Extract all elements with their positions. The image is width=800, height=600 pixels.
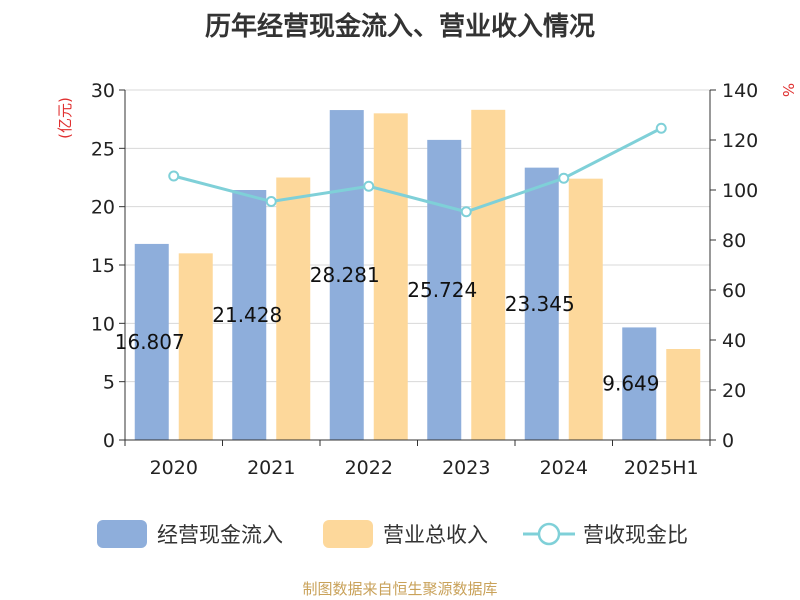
bar-value-label: 21.428	[212, 303, 282, 327]
right-tick-label: 0	[722, 430, 734, 452]
legend-swatch-ratio-marker	[537, 522, 561, 546]
left-tick-label: 25	[91, 138, 115, 160]
ratio-point	[655, 122, 667, 134]
x-tick-label: 2021	[247, 457, 295, 479]
right-tick-label: 140	[722, 80, 758, 102]
bar-cash-inflow	[232, 190, 267, 440]
bar-value-label: 25.724	[407, 278, 477, 302]
ratio-point	[363, 180, 375, 192]
right-axis-unit: %	[779, 83, 797, 97]
ratio-point	[265, 196, 277, 207]
legend-label: 经营现金流入	[157, 523, 283, 547]
left-tick-label: 30	[91, 80, 115, 102]
ratio-line-path	[173, 126, 662, 214]
ratio-point	[460, 206, 472, 218]
bar-revenue	[666, 349, 701, 440]
bar-revenue	[373, 113, 408, 440]
x-tick-label: 2022	[345, 457, 393, 479]
bar-cash-inflow	[329, 110, 364, 441]
source-note: 制图数据来自恒生聚源数据库	[302, 580, 498, 598]
bar-cash-inflow	[524, 167, 559, 440]
ratio-line	[168, 122, 667, 218]
x-tick-label: 2025H1	[624, 457, 699, 479]
left-tick-label: 0	[103, 430, 115, 452]
bar-value-label: 9.649	[602, 372, 659, 396]
ratio-point	[558, 172, 570, 184]
chart-title: 历年经营现金流入、营业收入情况	[204, 12, 595, 42]
legend-swatch-cash-inflow	[97, 520, 147, 548]
bar-value-label: 23.345	[505, 292, 575, 316]
bar-value-label: 28.281	[310, 263, 380, 287]
legend-label: 营业总收入	[383, 523, 488, 547]
left-tick-label: 5	[103, 372, 115, 394]
bar-value-labels: 16.807 21.428 28.281 25.724 23.345 9.649	[115, 263, 660, 396]
x-tick-label: 2023	[442, 457, 490, 479]
bar-cash-inflow	[622, 327, 657, 440]
right-tick-label: 40	[722, 330, 746, 352]
left-tick-label: 15	[91, 255, 115, 277]
x-tick-label: 2024	[540, 457, 588, 479]
bar-revenue	[178, 253, 213, 440]
bars	[134, 109, 701, 441]
x-tick-label: 2020	[150, 457, 198, 479]
legend: 经营现金流入 营业总收入 营收现金比	[97, 520, 688, 548]
left-tick-label: 10	[91, 313, 115, 335]
legend-swatch-revenue	[323, 520, 373, 548]
right-tick-label: 100	[722, 180, 758, 202]
bar-revenue	[276, 177, 311, 440]
right-tick-label: 120	[722, 130, 758, 152]
bar-revenue	[471, 109, 506, 440]
bar-revenue	[568, 178, 603, 440]
right-tick-label: 80	[722, 230, 746, 252]
legend-label: 营收现金比	[583, 523, 688, 547]
right-tick-label: 60	[722, 280, 746, 302]
right-tick-label: 20	[722, 380, 746, 402]
bar-cash-inflow	[134, 243, 169, 440]
ratio-point	[168, 170, 180, 182]
grid-lines	[125, 89, 710, 383]
bar-value-label: 16.807	[115, 330, 185, 354]
axes: 0 5 10 15 20 25 30 0 20 40 60 80 100 120 140 (亿元)% 2020 2…	[56, 80, 797, 479]
bar-cash-inflow	[427, 139, 462, 441]
left-tick-label: 20	[91, 197, 115, 219]
left-axis-unit: (亿元)	[56, 97, 74, 139]
